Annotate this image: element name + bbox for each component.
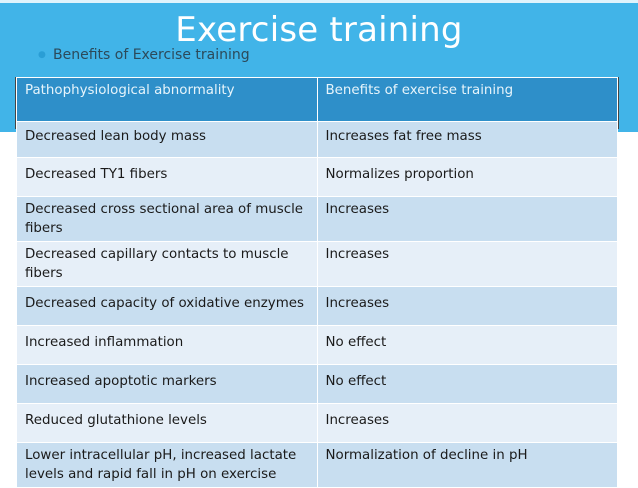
- subtitle-text: Benefits of Exercise training: [53, 47, 250, 63]
- cell-benefit: Normalization of decline in pH: [316, 442, 618, 488]
- circle-bullet-icon: ●: [38, 50, 46, 60]
- cell-benefit: No effect: [316, 364, 618, 404]
- cell-benefit: Increases: [316, 286, 618, 326]
- cell-benefit: No effect: [316, 325, 618, 365]
- cell-abnormality: Decreased capillary contacts to muscle f…: [16, 241, 318, 287]
- cell-abnormality: Decreased TY1 fibers: [16, 157, 318, 197]
- table-header-row: Pathophysiological abnormality Benefits …: [16, 77, 618, 122]
- cell-benefit: Increases fat free mass: [316, 121, 618, 158]
- table-row: Reduced glutathione levels Increases: [16, 403, 618, 443]
- right-border-line: [618, 77, 619, 129]
- table-row: Decreased lean body mass Increases fat f…: [16, 121, 618, 158]
- cell-abnormality: Increased inflammation: [16, 325, 318, 365]
- cell-abnormality: Decreased cross sectional area of muscle…: [16, 196, 318, 242]
- slide-subtitle: ● Benefits of Exercise training: [38, 46, 250, 64]
- cell-abnormality: Reduced glutathione levels: [16, 403, 318, 443]
- table-row: Increased apoptotic markers No effect: [16, 364, 618, 404]
- table-row: Increased inflammation No effect: [16, 325, 618, 365]
- cell-benefit: Increases: [316, 403, 618, 443]
- slide-title: Exercise training: [175, 10, 463, 50]
- table-row: Decreased cross sectional area of muscle…: [16, 196, 618, 242]
- cell-benefit: Normalizes proportion: [316, 157, 618, 197]
- table-row: Decreased TY1 fibers Normalizes proporti…: [16, 157, 618, 197]
- cell-abnormality: Lower intracellular pH, increased lactat…: [16, 442, 318, 488]
- cell-benefit: Increases: [316, 241, 618, 287]
- cell-benefit: Increases: [316, 196, 618, 242]
- cell-abnormality: Decreased lean body mass: [16, 121, 318, 158]
- header-cell-abnormality: Pathophysiological abnormality: [16, 77, 318, 122]
- table-row: Lower intracellular pH, increased lactat…: [16, 442, 618, 488]
- table-row: Decreased capacity of oxidative enzymes …: [16, 286, 618, 326]
- table-row: Decreased capillary contacts to muscle f…: [16, 241, 618, 287]
- table-container: Pathophysiological abnormality Benefits …: [16, 77, 618, 488]
- left-border-line: [15, 77, 16, 129]
- benefits-table: Pathophysiological abnormality Benefits …: [16, 77, 618, 488]
- header-cell-benefits: Benefits of exercise training: [316, 77, 618, 122]
- cell-abnormality: Increased apoptotic markers: [16, 364, 318, 404]
- cell-abnormality: Decreased capacity of oxidative enzymes: [16, 286, 318, 326]
